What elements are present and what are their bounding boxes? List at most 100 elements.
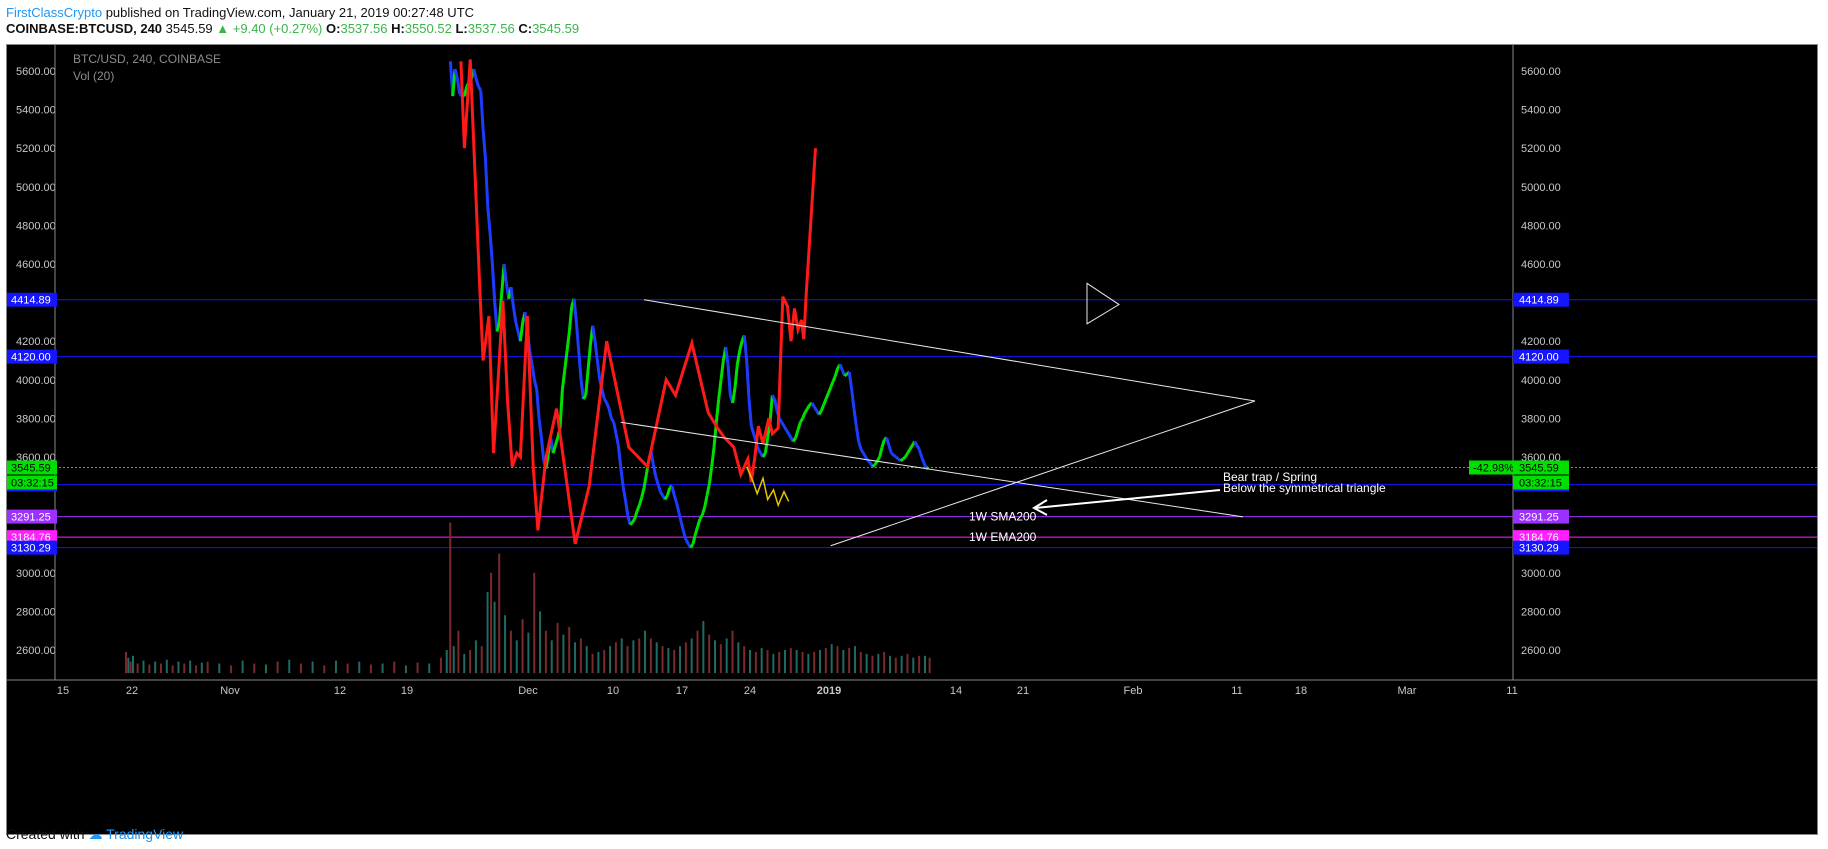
volume-bar [667, 648, 670, 674]
price-candle [794, 429, 800, 439]
y-tick-label-right: 4600.00 [1521, 259, 1561, 271]
x-tick-label: 10 [607, 685, 619, 697]
volume-bar [165, 659, 168, 674]
x-tick-label: 17 [676, 685, 688, 697]
last-price-label-right: 3545.59 [1519, 463, 1559, 475]
volume-bar [515, 640, 518, 674]
author-link[interactable]: FirstClassCrypto [6, 5, 103, 20]
chart-area[interactable]: 2600.00 2600.00 2800.00 2800.00 3000.00 3000.… [6, 44, 1818, 835]
price-candle [871, 463, 876, 468]
price-candle [771, 394, 776, 400]
volume-bar [200, 662, 203, 674]
price-candle [726, 364, 732, 396]
volume-bar [469, 650, 472, 674]
price-candle [689, 543, 695, 549]
price-candle [724, 346, 730, 365]
volume-bar [661, 646, 664, 674]
price-candle [497, 292, 504, 323]
y-tick-label-right: 3000.00 [1521, 568, 1561, 580]
price-candle [906, 448, 912, 454]
volume-bar [760, 648, 763, 674]
volume-bar [539, 611, 542, 674]
volume-bar [591, 653, 594, 674]
y-tick-label-left: 2600.00 [16, 645, 56, 657]
y-tick-label-right: 3800.00 [1521, 413, 1561, 425]
volume-bar [550, 640, 553, 674]
publish-header: FirstClassCrypto published on TradingVie… [6, 4, 474, 21]
price-candle [867, 459, 872, 464]
price-candle [682, 531, 688, 541]
price-candle [887, 444, 893, 454]
volume-bar [877, 653, 880, 674]
price-candle [675, 502, 681, 514]
volume-bar [124, 651, 127, 674]
price-candle [532, 379, 539, 390]
volume-bar [463, 653, 466, 674]
open-value: 3537.56 [340, 21, 388, 36]
x-tick-label: 21 [1017, 685, 1029, 697]
price-candle [591, 325, 597, 342]
arrow-line [1034, 489, 1221, 509]
created-with-text: Created with [6, 826, 85, 842]
x-tick-label: 2019 [817, 685, 841, 697]
price-candle [693, 526, 700, 535]
volume-bar [784, 650, 786, 674]
tradingview-link[interactable]: TradingView [106, 826, 184, 842]
price-candle [745, 360, 751, 400]
volume-bar [486, 592, 489, 674]
volume-bar [556, 622, 559, 674]
open-label: O: [326, 21, 341, 36]
volume-bar [673, 650, 676, 674]
price-candle [579, 379, 585, 400]
price-candle [567, 306, 574, 332]
y-tick-label-right: 2800.00 [1521, 606, 1561, 618]
price-candle [560, 369, 567, 390]
y-tick-label-left: 4800.00 [16, 220, 56, 232]
level-label-right: 3291.25 [1519, 512, 1559, 524]
price-candle [565, 331, 571, 352]
price-candle [799, 417, 804, 424]
price-candle [610, 417, 615, 424]
price-candle [551, 444, 557, 454]
price-candle [796, 421, 802, 431]
price-candle [474, 78, 480, 87]
x-tick-label: 24 [744, 685, 756, 697]
volume-bar [865, 653, 868, 674]
price-candle [514, 321, 520, 332]
level-label-left: 4414.89 [11, 295, 51, 307]
price-candle [817, 409, 823, 416]
volume-bar [457, 630, 460, 674]
price-candle [698, 514, 704, 520]
high-label: H: [391, 21, 405, 36]
volume-bar [177, 661, 180, 674]
y-tick-label-left: 2800.00 [16, 606, 56, 618]
last-price-label-left: 3545.59 [11, 463, 51, 475]
volume-bar [206, 661, 209, 674]
volume-bar [498, 553, 501, 674]
y-tick-label-left: 3000.00 [16, 568, 56, 580]
price-candle [850, 389, 856, 409]
level-badge-left [7, 509, 57, 524]
price-candle [558, 389, 564, 429]
volume-bar [719, 644, 722, 674]
price-chart-svg[interactable]: 2600.00 2600.00 2800.00 2800.00 3000.00 3000.… [7, 45, 1817, 834]
price-change: ▲ +9.40 (+0.27%) [216, 21, 323, 36]
price-candle [631, 517, 636, 524]
volume-bar [754, 651, 757, 674]
volume-bar [807, 653, 810, 674]
volume-bar [684, 642, 687, 674]
volume-bar [276, 661, 279, 674]
volume-bar [906, 653, 909, 674]
price-candle [535, 389, 541, 419]
price-candle [917, 448, 924, 458]
y-tick-label-left: 4600.00 [16, 259, 56, 271]
volume-bar [574, 642, 577, 674]
price-candle [714, 398, 721, 423]
price-candle [684, 539, 690, 545]
volume-bar [778, 651, 781, 674]
price-candle [472, 68, 478, 80]
level-label-right: 4120.00 [1519, 352, 1559, 364]
volume-bar [264, 664, 267, 674]
price-candle [563, 350, 569, 371]
arrow-head-icon [1031, 499, 1048, 516]
